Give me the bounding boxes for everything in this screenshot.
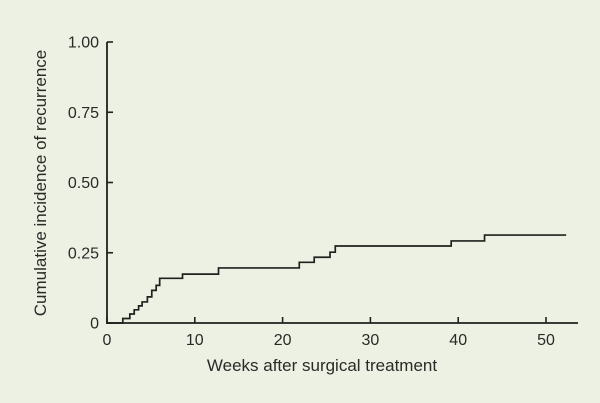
y-axis-title: Cumulative incidence of recurrence	[31, 50, 50, 316]
x-tick-label: 50	[537, 332, 555, 349]
x-tick-label: 0	[103, 332, 112, 349]
y-tick-label: 1.00	[68, 35, 99, 52]
x-tick-label: 30	[362, 332, 380, 349]
y-tick-label: 0	[90, 316, 99, 333]
y-tick-label: 0.75	[68, 105, 99, 122]
y-tick-label: 0.50	[68, 175, 99, 192]
y-tick-label: 0.25	[68, 245, 99, 262]
x-tick-label: 20	[274, 332, 292, 349]
x-tick-label: 40	[449, 332, 467, 349]
x-axis-title: Weeks after surgical treatment	[207, 356, 437, 375]
incidence-curve	[107, 234, 567, 324]
x-tick-label: 10	[186, 332, 204, 349]
plot-area: 0 10 20 30 40 50 0 0.25 0.50 0.75 1.00	[68, 35, 578, 349]
